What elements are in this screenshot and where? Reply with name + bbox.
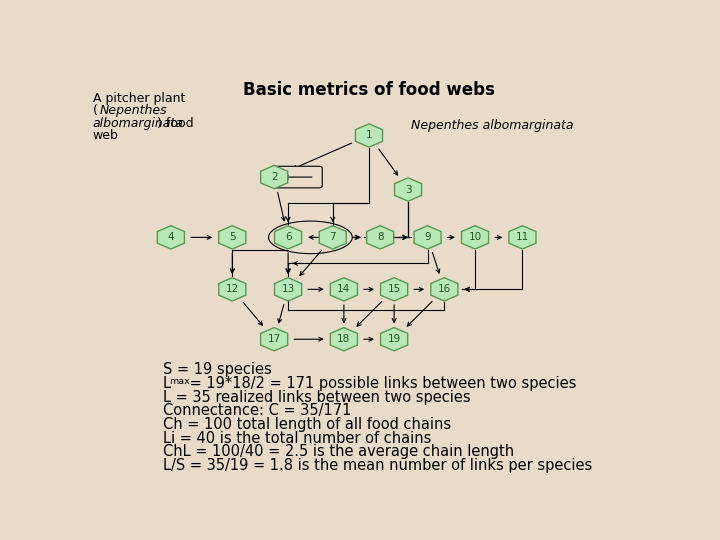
Polygon shape: [395, 178, 422, 201]
Text: 4: 4: [168, 232, 174, 242]
Text: A pitcher plant: A pitcher plant: [93, 92, 185, 105]
Polygon shape: [319, 226, 346, 249]
Text: Nepenthes albomarginata: Nepenthes albomarginata: [411, 119, 573, 132]
Text: Basic metrics of food webs: Basic metrics of food webs: [243, 82, 495, 99]
Text: 9: 9: [424, 232, 431, 242]
Polygon shape: [261, 165, 288, 188]
Polygon shape: [366, 226, 394, 249]
Text: 8: 8: [377, 232, 384, 242]
Text: S = 19 species: S = 19 species: [163, 362, 271, 377]
Text: 12: 12: [225, 285, 239, 294]
Text: 15: 15: [387, 285, 401, 294]
Polygon shape: [274, 278, 302, 301]
Text: 3: 3: [405, 185, 411, 194]
Text: L/S = 35/19 = 1.8 is the mean number of links per species: L/S = 35/19 = 1.8 is the mean number of …: [163, 458, 592, 473]
Text: web: web: [93, 129, 119, 142]
Text: 11: 11: [516, 232, 529, 242]
Text: (: (: [93, 104, 98, 117]
Text: Ch = 100 total length of all food chains: Ch = 100 total length of all food chains: [163, 417, 451, 432]
Polygon shape: [462, 226, 489, 249]
Text: 2: 2: [271, 172, 277, 182]
Text: Connectance: C = 35/171: Connectance: C = 35/171: [163, 403, 351, 418]
Text: L = 35 realized links between two species: L = 35 realized links between two specie…: [163, 389, 470, 404]
Polygon shape: [261, 328, 288, 351]
Text: 13: 13: [282, 285, 294, 294]
Polygon shape: [219, 278, 246, 301]
Polygon shape: [158, 226, 184, 249]
Polygon shape: [431, 278, 458, 301]
Polygon shape: [381, 328, 408, 351]
Text: 1: 1: [366, 131, 372, 140]
Text: 16: 16: [438, 285, 451, 294]
Polygon shape: [330, 328, 357, 351]
Text: 6: 6: [285, 232, 292, 242]
Text: 7: 7: [330, 232, 336, 242]
Polygon shape: [509, 226, 536, 249]
Text: 18: 18: [337, 334, 351, 344]
Text: ) food: ) food: [157, 117, 194, 130]
Text: albomarginata: albomarginata: [93, 117, 184, 130]
Polygon shape: [356, 124, 382, 147]
Text: 10: 10: [469, 232, 482, 242]
FancyBboxPatch shape: [273, 166, 323, 188]
Text: = 19*18/2 = 171 possible links between two species: = 19*18/2 = 171 possible links between t…: [185, 376, 576, 391]
Text: ChL = 100/40 = 2.5 is the average chain length: ChL = 100/40 = 2.5 is the average chain …: [163, 444, 513, 460]
Text: Li = 40 is the total number of chains: Li = 40 is the total number of chains: [163, 431, 431, 445]
Text: 17: 17: [268, 334, 281, 344]
Polygon shape: [381, 278, 408, 301]
Polygon shape: [219, 226, 246, 249]
Polygon shape: [414, 226, 441, 249]
Text: max: max: [169, 377, 190, 387]
Text: 14: 14: [337, 285, 351, 294]
Text: L: L: [163, 376, 171, 391]
Polygon shape: [330, 278, 357, 301]
Polygon shape: [274, 226, 302, 249]
Text: 19: 19: [387, 334, 401, 344]
Text: Nepenthes: Nepenthes: [100, 104, 168, 117]
Text: 5: 5: [229, 232, 235, 242]
